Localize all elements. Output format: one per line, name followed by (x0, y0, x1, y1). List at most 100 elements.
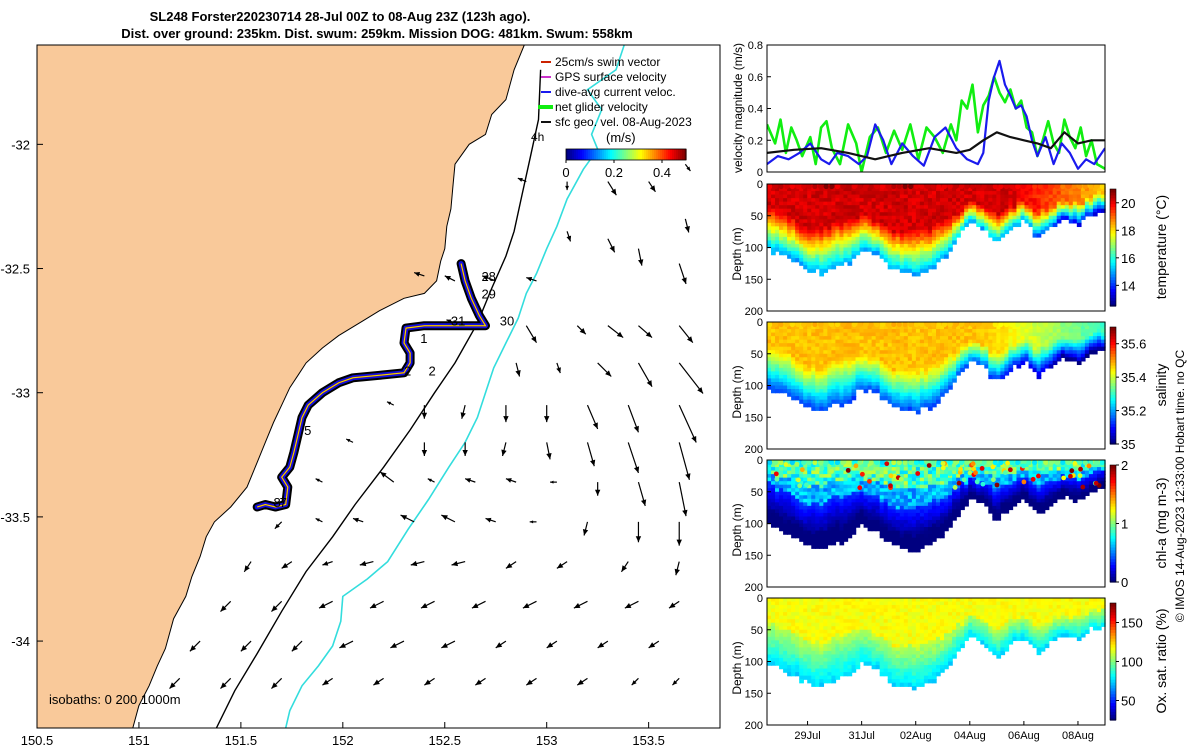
section-cell (1040, 350, 1046, 355)
section-cell (831, 226, 837, 231)
section-cell (795, 350, 800, 355)
section-cell (956, 215, 961, 220)
section-cell (936, 495, 941, 500)
section-cell (895, 329, 901, 334)
section-cell (819, 463, 825, 468)
section-cell (927, 339, 933, 344)
section-cell (931, 247, 937, 252)
section-cell (1044, 502, 1050, 507)
section-cell (1008, 212, 1014, 217)
section-cell (827, 198, 833, 203)
section-cell (956, 205, 961, 210)
section-cell (807, 346, 812, 351)
section-cell (815, 258, 821, 263)
section-cell (1048, 502, 1054, 507)
section-cell (1036, 201, 1042, 206)
section-cell (815, 261, 821, 266)
section-cell (1024, 208, 1030, 213)
section-cell (1068, 484, 1074, 489)
section-cell (1044, 353, 1050, 358)
section-cell (919, 339, 925, 344)
section-cell (895, 367, 901, 373)
section-cell (948, 346, 953, 351)
section-cell (787, 243, 792, 249)
section-cell (1044, 360, 1050, 366)
section-cell (1100, 467, 1106, 472)
section-cell (984, 467, 990, 472)
section-cell (799, 325, 804, 330)
section-cell (839, 212, 845, 217)
chl-sample-dot (947, 471, 953, 477)
section-cell (807, 537, 812, 542)
velocity-vector (240, 640, 252, 652)
section-cell (919, 474, 925, 479)
section-cell (791, 212, 796, 217)
section-cell (931, 502, 937, 507)
section-cell (895, 350, 901, 355)
section-cell (815, 364, 821, 369)
section-cell (907, 236, 913, 242)
section-cell (948, 219, 953, 224)
section-cell (811, 229, 816, 235)
section-cell (811, 534, 816, 539)
section-cell (1052, 187, 1058, 192)
section-cell (1032, 360, 1038, 366)
section-cell (831, 198, 837, 203)
velocity-vector (678, 482, 688, 517)
section-cell (1068, 322, 1074, 327)
section-cell (799, 229, 804, 235)
section-cell (799, 519, 804, 525)
section-cell (867, 240, 873, 245)
section-cell (1068, 339, 1074, 344)
section-cell (835, 353, 841, 358)
section-cell (771, 215, 776, 220)
section-cell (923, 353, 929, 358)
section-cell (823, 371, 829, 376)
velocity-vector (637, 481, 647, 507)
section-cell (915, 364, 921, 369)
section-cell (919, 205, 925, 210)
section-cell (879, 198, 885, 203)
section-cell (795, 516, 800, 521)
section-cell (936, 519, 941, 525)
section-cell (827, 534, 833, 539)
section-cell (771, 226, 776, 231)
section-cell (996, 332, 1002, 337)
surface-sample-dot (930, 183, 936, 190)
section-cell (787, 215, 792, 220)
section-cell (931, 481, 937, 486)
section-cell (863, 519, 869, 525)
section-cell (771, 474, 776, 479)
section-cell (767, 371, 772, 376)
section-cell (1032, 502, 1038, 507)
section-cell (903, 229, 909, 235)
section-cell (988, 502, 994, 507)
section-cell (835, 463, 841, 468)
section-cell (831, 527, 837, 532)
section-cell (767, 477, 772, 482)
section-cell (815, 523, 821, 528)
section-cell (1064, 194, 1070, 199)
section-cell (839, 325, 845, 330)
section-cell (855, 219, 861, 224)
section-cell (891, 360, 897, 366)
section-cell (919, 346, 925, 351)
section-cell (980, 491, 985, 496)
section-cell (1000, 346, 1006, 351)
section-cell (883, 502, 889, 507)
section-cell (907, 406, 913, 411)
section-cell (940, 523, 945, 528)
section-cell (767, 187, 772, 192)
section-cell (976, 212, 981, 217)
section-cell (996, 357, 1002, 362)
map-legend: 25cm/s swim vector GPS surface velocity … (538, 55, 692, 129)
section-cell (895, 229, 901, 235)
section-cell (1040, 322, 1046, 327)
section-cell (887, 512, 893, 518)
section-cell (831, 484, 837, 489)
section-cell (827, 357, 833, 362)
section-cell (956, 357, 961, 362)
section-cell (899, 332, 905, 337)
section-cell (787, 360, 792, 366)
section-cell (1028, 495, 1034, 500)
